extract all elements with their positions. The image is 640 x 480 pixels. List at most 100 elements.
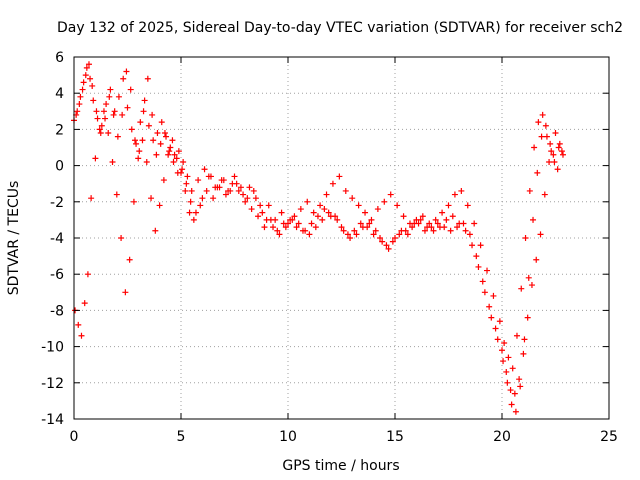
data-point — [107, 86, 114, 93]
data-point — [274, 227, 281, 234]
data-point — [302, 227, 309, 234]
data-point — [508, 401, 515, 408]
data-point — [229, 180, 236, 187]
data-point — [182, 187, 189, 194]
data-point — [197, 202, 204, 209]
data-point — [184, 173, 191, 180]
x-tick-label: 25 — [600, 429, 618, 445]
data-point — [81, 300, 88, 307]
data-point — [507, 387, 514, 394]
data-point — [528, 282, 535, 289]
data-point — [255, 213, 262, 220]
data-point — [462, 227, 469, 234]
data-point — [547, 140, 554, 147]
data-point — [293, 224, 300, 231]
data-point — [92, 155, 99, 162]
data-point — [192, 209, 199, 216]
data-point — [163, 133, 170, 140]
y-tick-label: -2 — [50, 195, 64, 211]
data-point — [537, 231, 544, 238]
data-point — [541, 191, 548, 198]
data-point — [154, 130, 161, 137]
data-point — [323, 191, 330, 198]
data-point — [417, 216, 424, 223]
data-point — [158, 119, 165, 126]
data-point — [513, 332, 520, 339]
data-point — [110, 111, 117, 118]
data-point — [257, 202, 264, 209]
data-point — [504, 379, 511, 386]
data-point — [344, 231, 351, 238]
data-point — [88, 195, 95, 202]
data-point — [291, 213, 298, 220]
data-point — [325, 209, 332, 216]
data-point — [79, 86, 86, 93]
data-point — [180, 158, 187, 165]
data-point — [218, 177, 225, 184]
data-point — [534, 169, 541, 176]
data-point — [270, 224, 277, 231]
x-axis-label: GPS time / hours — [282, 458, 399, 474]
data-point — [319, 216, 326, 223]
data-point — [118, 235, 125, 241]
data-point — [404, 231, 411, 238]
data-point — [201, 166, 208, 173]
data-point — [115, 93, 122, 100]
data-point — [396, 231, 403, 238]
data-point — [136, 148, 143, 155]
data-point — [140, 108, 147, 115]
data-point — [248, 206, 255, 213]
data-point — [139, 137, 146, 144]
data-point — [419, 213, 426, 220]
data-point — [512, 408, 519, 415]
data-point — [246, 184, 253, 191]
data-point — [336, 173, 343, 180]
data-point — [203, 187, 210, 194]
data-point — [308, 220, 315, 227]
data-point — [383, 242, 390, 249]
data-point — [521, 336, 528, 343]
data-point — [280, 220, 287, 227]
data-point — [434, 220, 441, 227]
data-point — [488, 314, 495, 321]
data-point — [244, 195, 251, 202]
data-point — [127, 86, 134, 93]
data-point — [372, 227, 379, 234]
data-point — [398, 227, 405, 234]
data-point — [556, 140, 563, 147]
data-point — [123, 68, 130, 75]
data-point — [106, 93, 113, 100]
data-point — [542, 122, 549, 129]
data-point — [124, 104, 131, 111]
data-point — [145, 122, 152, 129]
x-tick-label: 20 — [493, 429, 511, 445]
data-point — [137, 119, 144, 126]
data-point — [409, 224, 416, 231]
data-point — [329, 180, 336, 187]
data-point — [530, 216, 537, 223]
data-point — [368, 216, 375, 223]
data-point — [166, 148, 173, 155]
data-point — [235, 187, 242, 194]
data-point — [190, 216, 197, 223]
data-point — [153, 151, 160, 158]
data-point — [486, 303, 493, 310]
data-point — [84, 271, 91, 278]
data-point — [250, 187, 257, 194]
data-point — [552, 130, 559, 137]
data-point — [141, 97, 148, 104]
data-point — [205, 173, 212, 180]
data-point — [357, 220, 364, 227]
data-point — [93, 108, 100, 115]
data-point — [195, 177, 202, 184]
data-point — [102, 115, 109, 122]
data-point — [520, 350, 527, 357]
data-point — [321, 206, 328, 213]
data-point — [143, 158, 150, 165]
data-point — [261, 224, 268, 231]
data-point — [439, 209, 446, 216]
data-point — [306, 231, 313, 238]
data-point — [237, 184, 244, 191]
data-point — [389, 238, 396, 245]
data-point — [381, 198, 388, 205]
